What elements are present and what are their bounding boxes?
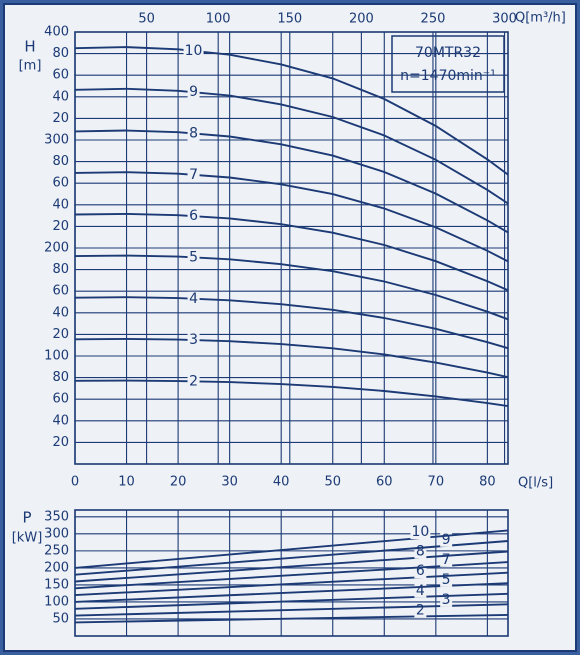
curve bbox=[74, 46, 509, 176]
label-bg bbox=[187, 250, 200, 265]
series-label: 2 bbox=[416, 602, 425, 618]
series-label: 4 bbox=[416, 583, 425, 599]
label-bg bbox=[187, 333, 200, 348]
label-bg bbox=[187, 167, 200, 182]
y-tick-label: 50 bbox=[52, 611, 69, 626]
x2-tick-label: 150 bbox=[277, 12, 302, 27]
curve bbox=[74, 582, 509, 603]
model-label: 70MTR32 bbox=[415, 45, 481, 61]
y-tick-label: 150 bbox=[44, 577, 69, 592]
label-bg bbox=[187, 291, 200, 306]
curve bbox=[74, 296, 509, 350]
y-tick-label: 20 bbox=[52, 435, 69, 450]
curve bbox=[74, 337, 509, 379]
label-bg bbox=[187, 126, 200, 141]
x2-tick-label: 200 bbox=[349, 12, 374, 27]
curve bbox=[74, 212, 509, 292]
x2-tick-label: 50 bbox=[138, 12, 155, 27]
series-label: 6 bbox=[189, 208, 198, 224]
y-tick-label: 80 bbox=[52, 370, 69, 385]
x-tick-label: 60 bbox=[376, 475, 393, 490]
series-label: 4 bbox=[189, 291, 198, 307]
speed-label: n=1470min⁻¹ bbox=[400, 68, 496, 84]
y-tick-label: 60 bbox=[52, 392, 69, 407]
series-label: 8 bbox=[416, 544, 425, 560]
label-bg bbox=[187, 374, 200, 389]
curve bbox=[74, 540, 509, 576]
series-label: 8 bbox=[189, 126, 198, 142]
curve bbox=[74, 613, 509, 624]
info-box bbox=[391, 35, 505, 93]
series-label: 6 bbox=[416, 563, 425, 579]
y-tick-label: 40 bbox=[52, 305, 69, 320]
x2-tick-label: 300 bbox=[492, 12, 517, 27]
p-axis-label: P bbox=[22, 509, 31, 527]
x-tick-label: 50 bbox=[324, 475, 341, 490]
y-tick-label: 80 bbox=[52, 262, 69, 277]
x-tick-label: 70 bbox=[428, 475, 445, 490]
x2-tick-label: 100 bbox=[206, 12, 231, 27]
curve bbox=[74, 592, 509, 610]
curve bbox=[74, 561, 509, 590]
series-label: 5 bbox=[442, 572, 451, 588]
series-label: 9 bbox=[189, 84, 198, 100]
x-tick-label: 0 bbox=[71, 475, 79, 490]
x2-tick-label: 250 bbox=[421, 12, 446, 27]
curve bbox=[74, 571, 509, 597]
x-tick-label: 10 bbox=[118, 475, 135, 490]
curve bbox=[74, 529, 509, 569]
label-bg bbox=[410, 525, 431, 540]
curve bbox=[74, 254, 509, 321]
y-axis-label: H bbox=[24, 38, 35, 56]
x-tick-label: 20 bbox=[170, 475, 187, 490]
y-tick-label: 40 bbox=[52, 89, 69, 104]
y-tick-label: 100 bbox=[44, 594, 69, 609]
y-tick-label: 20 bbox=[52, 327, 69, 342]
y-tick-label: 400 bbox=[44, 25, 69, 40]
y-tick-label: 300 bbox=[44, 133, 69, 148]
series-label: 10 bbox=[185, 43, 203, 59]
series-label: 10 bbox=[411, 524, 429, 540]
y-tick-label: 250 bbox=[44, 543, 69, 558]
y-tick-label: 350 bbox=[44, 509, 69, 524]
series-label: 7 bbox=[442, 552, 451, 568]
y-tick-label: 60 bbox=[52, 68, 69, 83]
curve bbox=[74, 379, 509, 408]
y-axis-unit: [m] bbox=[19, 59, 42, 74]
y-tick-label: 20 bbox=[52, 111, 69, 126]
y-tick-label: 60 bbox=[52, 284, 69, 299]
y-tick-label: 40 bbox=[52, 413, 69, 428]
x-tick-label: 40 bbox=[273, 475, 290, 490]
curve bbox=[74, 550, 509, 583]
x-axis-label: Q[l/s] bbox=[518, 476, 553, 491]
curve bbox=[74, 171, 509, 263]
y-tick-label: 20 bbox=[52, 219, 69, 234]
x-tick-label: 80 bbox=[479, 475, 496, 490]
y-tick-label: 60 bbox=[52, 176, 69, 191]
x-tick-label: 30 bbox=[221, 475, 238, 490]
y-tick-label: 80 bbox=[52, 154, 69, 169]
series-label: 5 bbox=[189, 249, 198, 265]
curve bbox=[74, 87, 509, 205]
y-tick-label: 100 bbox=[44, 349, 69, 364]
label-bg bbox=[183, 43, 204, 58]
y-tick-label: 200 bbox=[44, 560, 69, 575]
y-tick-label: 300 bbox=[44, 526, 69, 541]
series-label: 9 bbox=[442, 532, 451, 548]
label-bg bbox=[187, 85, 200, 100]
y-tick-label: 80 bbox=[52, 46, 69, 61]
p-axis-unit: [kW] bbox=[12, 531, 43, 546]
series-label: 7 bbox=[189, 167, 198, 183]
series-label: 2 bbox=[189, 373, 198, 389]
curve bbox=[74, 129, 509, 234]
series-label: 3 bbox=[189, 332, 198, 348]
curve bbox=[74, 603, 509, 617]
x2-axis-label: Q[m³/h] bbox=[515, 11, 566, 26]
y-tick-label: 200 bbox=[44, 241, 69, 256]
y-tick-label: 40 bbox=[52, 197, 69, 212]
series-label: 3 bbox=[442, 592, 451, 608]
label-bg bbox=[187, 209, 200, 224]
